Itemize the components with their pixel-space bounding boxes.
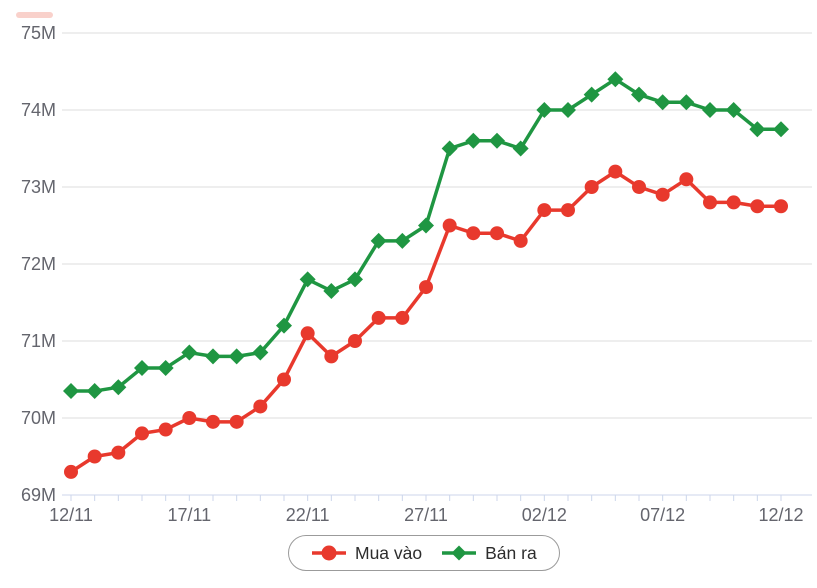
data-point-diamond[interactable] [489, 132, 505, 149]
data-point-circle[interactable] [371, 310, 386, 325]
data-point-circle[interactable] [490, 226, 504, 241]
y-axis-tick-label: 72M [21, 254, 56, 274]
data-point-diamond[interactable] [228, 348, 245, 365]
data-point-circle[interactable] [703, 195, 717, 210]
data-point-circle[interactable] [277, 372, 291, 387]
y-axis-tick-label: 70M [21, 408, 56, 428]
data-point-diamond[interactable] [631, 86, 647, 103]
stray-red-mark [16, 12, 53, 18]
data-point-diamond[interactable] [583, 86, 600, 103]
x-axis-tick-label: 22/11 [286, 505, 330, 525]
series-diamond[interactable] [63, 71, 789, 400]
data-point-diamond[interactable] [725, 102, 742, 118]
data-point-diamond[interactable] [276, 317, 292, 334]
data-point-diamond[interactable] [205, 348, 221, 365]
data-point-circle[interactable] [466, 226, 481, 241]
data-point-circle[interactable] [395, 310, 410, 325]
data-point-diamond[interactable] [63, 383, 79, 400]
data-point-circle[interactable] [679, 172, 694, 187]
plot-area: 69M 70M 71M 72M 73M 74M 75M 12/11 17/11 22/11 27/1… [21, 23, 812, 525]
data-point-circle[interactable] [111, 445, 126, 460]
y-axis-tick-label: 73M [21, 177, 56, 197]
data-point-diamond[interactable] [181, 344, 198, 361]
x-axis-tick-label: 12/12 [758, 505, 803, 525]
legend-label-mua-vao: Mua vào [355, 542, 423, 563]
legend-item-ban-ra[interactable]: Bán ra [441, 543, 537, 564]
data-point-circle[interactable] [182, 411, 197, 425]
data-point-circle[interactable] [537, 203, 552, 218]
data-point-diamond[interactable] [512, 140, 529, 157]
series-line [69, 169, 783, 474]
data-point-diamond[interactable] [536, 102, 553, 118]
data-point-circle[interactable] [442, 218, 457, 233]
data-point-circle[interactable] [561, 203, 575, 218]
data-point-circle[interactable] [229, 414, 244, 429]
data-point-diamond[interactable] [418, 217, 434, 234]
data-point-circle[interactable] [774, 199, 788, 214]
x-axis-tick-label: 02/12 [522, 505, 567, 525]
series-circle[interactable] [64, 164, 788, 479]
data-point-circle[interactable] [158, 422, 173, 437]
data-point-circle[interactable] [655, 187, 670, 202]
data-point-circle[interactable] [135, 426, 149, 441]
data-point-circle[interactable] [584, 180, 599, 194]
y-axis-tick-label: 69M [21, 485, 56, 505]
y-axis-tick-label: 75M [21, 23, 56, 43]
data-point-circle[interactable] [87, 449, 102, 464]
data-point-circle[interactable] [206, 414, 220, 429]
data-point-diamond[interactable] [749, 121, 766, 138]
data-point-circle[interactable] [632, 180, 646, 194]
data-point-diamond[interactable] [773, 121, 789, 138]
data-point-diamond[interactable] [110, 379, 127, 396]
series-line [69, 77, 783, 393]
data-point-diamond[interactable] [607, 71, 624, 88]
legend-label-ban-ra: Bán ra [485, 542, 537, 563]
data-point-circle[interactable] [253, 399, 268, 414]
x-axis-tick-label: 17/11 [167, 505, 211, 525]
data-point-diamond[interactable] [86, 383, 103, 400]
data-point-diamond[interactable] [441, 140, 458, 157]
data-point-circle[interactable] [348, 334, 362, 348]
data-point-circle[interactable] [513, 233, 528, 248]
data-point-circle[interactable] [726, 195, 741, 210]
y-axis-tick-label: 71M [21, 331, 56, 351]
legend: Mua vào Bán ra [288, 535, 560, 571]
data-point-diamond[interactable] [323, 282, 340, 299]
data-point-diamond[interactable] [560, 102, 576, 118]
data-point-diamond[interactable] [370, 232, 387, 249]
data-point-circle[interactable] [750, 199, 765, 214]
data-point-diamond[interactable] [347, 271, 363, 288]
data-point-diamond[interactable] [134, 359, 150, 376]
data-point-circle[interactable] [64, 464, 78, 479]
legend-item-mua-vao[interactable]: Mua vào [311, 543, 422, 564]
data-point-circle[interactable] [608, 164, 623, 179]
data-point-diamond[interactable] [299, 271, 316, 288]
data-point-circle[interactable] [300, 326, 315, 341]
data-point-diamond[interactable] [654, 94, 671, 111]
x-axis-tick-label: 27/11 [404, 505, 448, 525]
data-point-diamond[interactable] [394, 232, 411, 249]
data-point-diamond[interactable] [678, 94, 695, 111]
data-point-circle[interactable] [324, 349, 339, 364]
data-point-diamond[interactable] [702, 102, 718, 118]
y-axis-tick-label: 74M [21, 100, 56, 120]
green-diamond-marker-icon [442, 545, 477, 561]
data-point-diamond[interactable] [157, 359, 174, 376]
data-point-diamond[interactable] [465, 132, 482, 149]
x-axis-tick-label: 07/12 [640, 505, 685, 525]
x-axis-tick-label: 12/11 [49, 505, 93, 525]
data-point-diamond[interactable] [252, 344, 269, 361]
red-circle-marker-icon [312, 545, 346, 561]
data-point-circle[interactable] [419, 280, 433, 295]
